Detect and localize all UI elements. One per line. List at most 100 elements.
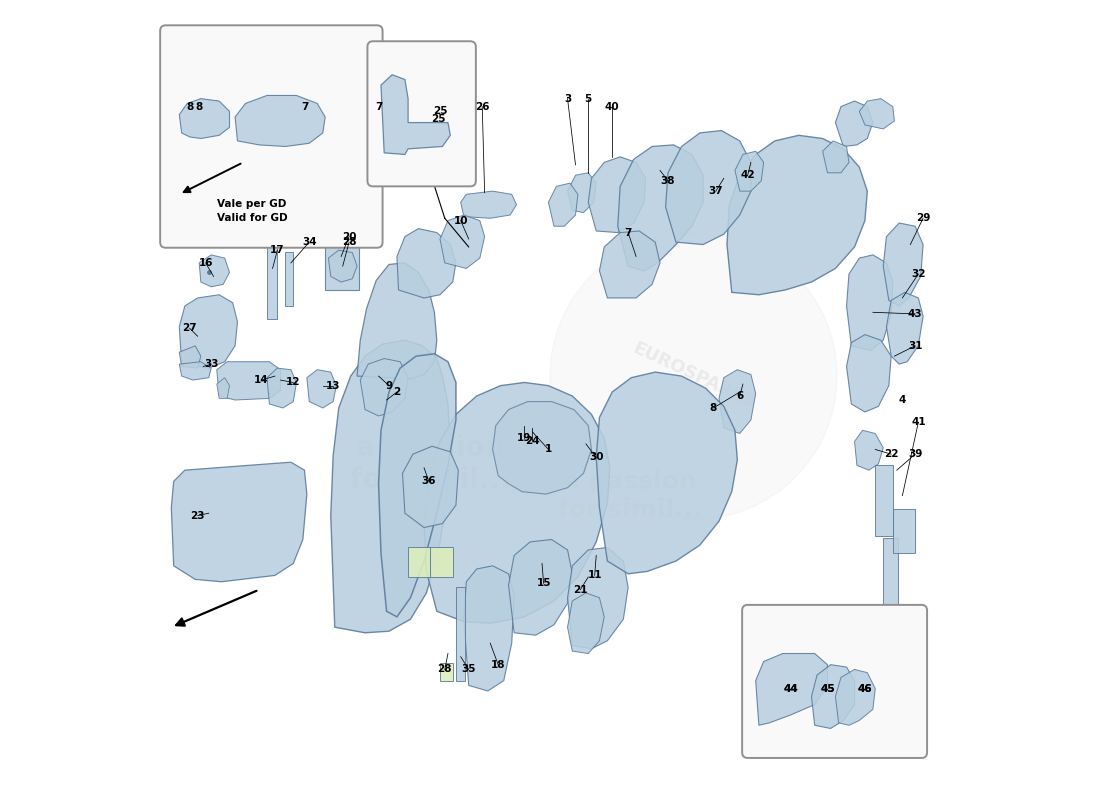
Bar — [876, 466, 893, 535]
Bar — [430, 546, 453, 577]
Text: 45: 45 — [821, 683, 835, 694]
FancyBboxPatch shape — [742, 605, 927, 758]
Polygon shape — [199, 255, 230, 286]
Polygon shape — [618, 145, 703, 271]
Polygon shape — [596, 372, 737, 574]
Bar — [285, 252, 294, 306]
Text: 3: 3 — [564, 94, 571, 104]
Text: 40: 40 — [605, 102, 619, 112]
Polygon shape — [235, 95, 326, 146]
Text: 42: 42 — [740, 170, 755, 180]
Polygon shape — [600, 231, 660, 298]
Text: 26: 26 — [475, 102, 490, 112]
Text: 6: 6 — [736, 391, 744, 401]
Polygon shape — [217, 378, 230, 398]
Polygon shape — [464, 566, 514, 691]
Text: 25: 25 — [432, 106, 448, 117]
Bar — [267, 246, 276, 318]
Polygon shape — [847, 334, 891, 412]
Text: 28: 28 — [342, 237, 356, 247]
Polygon shape — [179, 294, 238, 368]
Polygon shape — [329, 250, 358, 282]
Polygon shape — [267, 368, 297, 408]
Text: 34: 34 — [301, 237, 317, 247]
Bar — [893, 510, 915, 553]
Text: 29: 29 — [916, 214, 931, 223]
Text: 2: 2 — [394, 387, 400, 397]
Polygon shape — [887, 292, 923, 364]
Bar — [883, 538, 898, 611]
Text: 7: 7 — [625, 227, 631, 238]
Polygon shape — [403, 446, 459, 527]
Polygon shape — [835, 670, 876, 726]
Text: 14: 14 — [254, 375, 268, 385]
Text: 4: 4 — [899, 395, 906, 405]
Text: 24: 24 — [525, 437, 540, 446]
Polygon shape — [756, 654, 827, 726]
Text: 8: 8 — [186, 102, 194, 112]
Text: 35: 35 — [461, 665, 476, 674]
Polygon shape — [859, 98, 894, 129]
Text: 41: 41 — [911, 418, 925, 427]
Polygon shape — [568, 593, 604, 654]
Polygon shape — [719, 370, 756, 434]
Bar — [408, 546, 430, 577]
Text: 7: 7 — [300, 102, 308, 112]
Polygon shape — [361, 358, 408, 416]
Text: 7: 7 — [376, 102, 383, 112]
FancyBboxPatch shape — [161, 26, 383, 248]
Text: 19: 19 — [517, 434, 531, 443]
Text: 10: 10 — [453, 216, 468, 226]
Polygon shape — [461, 191, 517, 218]
Polygon shape — [835, 101, 873, 146]
Polygon shape — [331, 340, 450, 633]
Text: 30: 30 — [588, 452, 604, 462]
Text: 23: 23 — [190, 510, 205, 521]
Polygon shape — [307, 370, 337, 408]
Polygon shape — [568, 547, 628, 649]
Text: 31: 31 — [908, 341, 923, 350]
Polygon shape — [812, 665, 855, 729]
Text: 39: 39 — [908, 450, 922, 459]
Polygon shape — [883, 223, 923, 306]
Polygon shape — [179, 346, 201, 368]
Text: 13: 13 — [326, 381, 340, 390]
Polygon shape — [381, 74, 450, 154]
Polygon shape — [568, 173, 596, 213]
Text: 16: 16 — [198, 258, 213, 268]
Text: 8: 8 — [196, 102, 202, 112]
Text: 44: 44 — [783, 683, 799, 694]
Text: 32: 32 — [911, 269, 925, 279]
Text: a passion
for simil...: a passion for simil... — [350, 434, 510, 494]
Polygon shape — [847, 255, 893, 350]
Text: 1: 1 — [544, 445, 552, 454]
Polygon shape — [493, 402, 592, 494]
Text: Valid for GD: Valid for GD — [217, 214, 287, 223]
Bar — [455, 586, 465, 681]
Bar — [326, 246, 359, 290]
Polygon shape — [424, 382, 609, 623]
Text: 18: 18 — [491, 660, 505, 670]
Text: EUROSPARES: EUROSPARES — [629, 340, 758, 412]
Text: a passion
for simil...: a passion for simil... — [558, 470, 702, 522]
Polygon shape — [358, 263, 437, 380]
Polygon shape — [179, 98, 230, 138]
Polygon shape — [440, 215, 485, 269]
Text: 46: 46 — [858, 683, 872, 694]
Polygon shape — [508, 539, 572, 635]
Polygon shape — [823, 141, 849, 173]
Text: 43: 43 — [908, 309, 923, 319]
Polygon shape — [727, 135, 867, 294]
Text: 22: 22 — [884, 450, 899, 459]
Polygon shape — [588, 157, 646, 233]
Polygon shape — [179, 362, 211, 380]
Text: 37: 37 — [708, 186, 723, 196]
FancyBboxPatch shape — [367, 42, 476, 186]
Text: 36: 36 — [421, 476, 436, 486]
Text: 28: 28 — [438, 665, 452, 674]
Text: 8: 8 — [710, 403, 717, 413]
Polygon shape — [217, 362, 280, 400]
Text: 44: 44 — [783, 683, 799, 694]
Text: 9: 9 — [385, 381, 393, 390]
Bar — [440, 663, 453, 681]
